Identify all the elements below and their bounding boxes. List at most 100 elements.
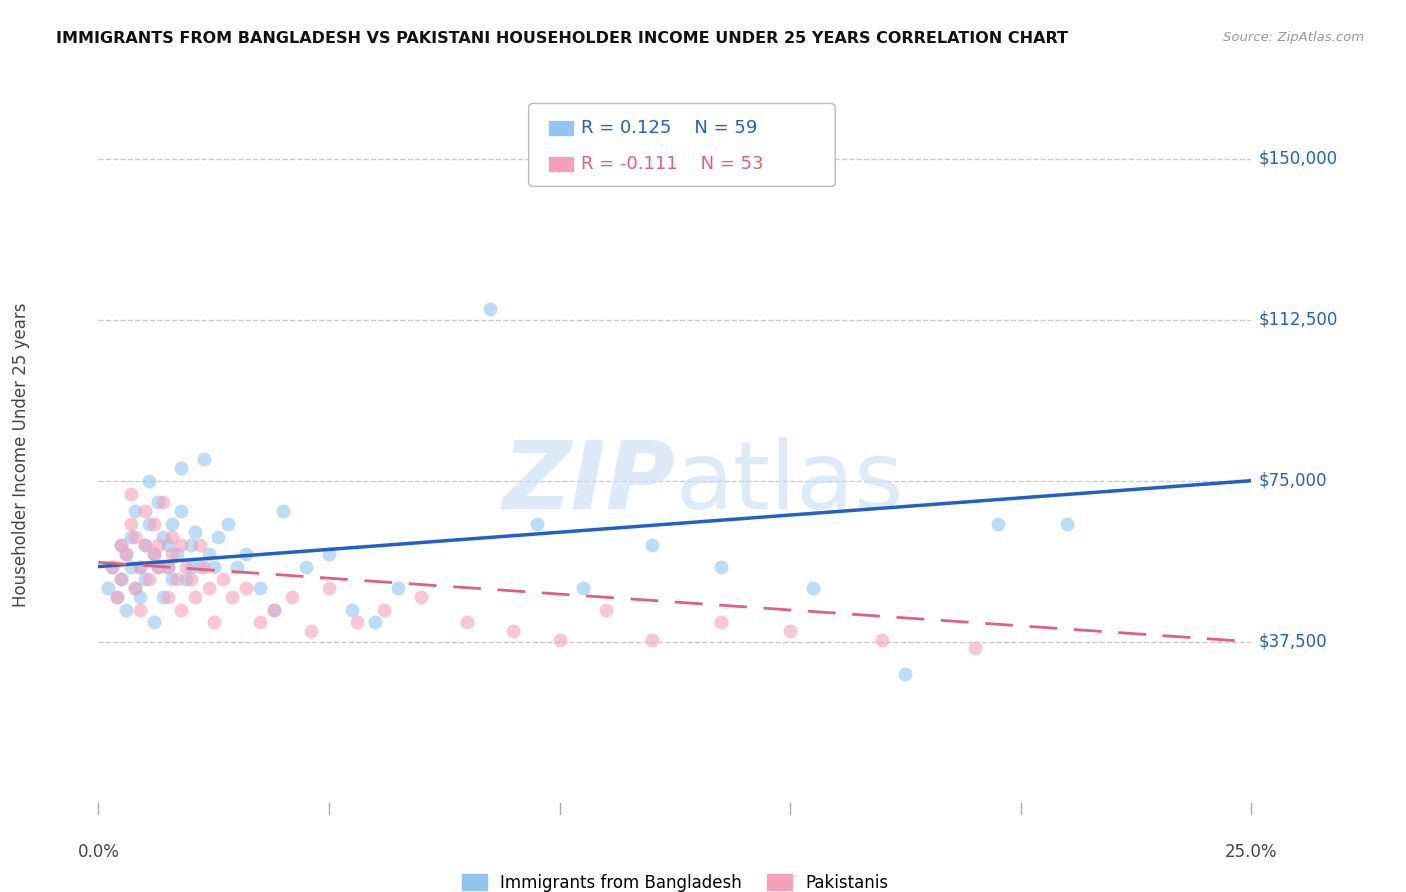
- Point: [166, 573, 188, 587]
- Point: [526, 516, 548, 531]
- Text: R = -0.111    N = 53: R = -0.111 N = 53: [581, 155, 763, 173]
- Point: [198, 581, 221, 595]
- Text: atlas: atlas: [675, 437, 903, 529]
- Point: [271, 504, 294, 518]
- Point: [134, 504, 156, 518]
- Point: [134, 538, 156, 552]
- Point: [193, 452, 215, 467]
- Point: [217, 516, 239, 531]
- Point: [641, 632, 664, 647]
- Point: [1056, 516, 1078, 531]
- Point: [142, 615, 165, 630]
- Point: [148, 538, 170, 552]
- Point: [188, 559, 211, 574]
- Point: [595, 602, 617, 616]
- Point: [963, 641, 986, 656]
- Point: [152, 529, 174, 543]
- Point: [124, 581, 146, 595]
- Point: [479, 301, 502, 316]
- Point: [641, 538, 664, 552]
- Point: [170, 538, 193, 552]
- Point: [142, 547, 165, 561]
- Point: [160, 529, 183, 543]
- Text: $75,000: $75,000: [1258, 472, 1327, 490]
- Point: [160, 573, 183, 587]
- Point: [129, 602, 152, 616]
- Point: [202, 615, 225, 630]
- Point: [779, 624, 801, 638]
- Point: [180, 559, 202, 574]
- Point: [115, 547, 138, 561]
- Point: [120, 529, 142, 543]
- Text: 0.0%: 0.0%: [77, 843, 120, 861]
- Point: [801, 581, 824, 595]
- Point: [710, 559, 733, 574]
- Point: [346, 615, 368, 630]
- Point: [571, 581, 593, 595]
- Point: [105, 590, 128, 604]
- Point: [249, 581, 271, 595]
- Point: [184, 525, 207, 540]
- Point: [156, 559, 179, 574]
- Point: [872, 632, 894, 647]
- Point: [129, 590, 152, 604]
- Point: [235, 547, 257, 561]
- Point: [548, 632, 571, 647]
- Point: [299, 624, 322, 638]
- Point: [105, 590, 128, 604]
- Point: [124, 504, 146, 518]
- Point: [221, 590, 243, 604]
- Point: [110, 538, 132, 552]
- Point: [184, 590, 207, 604]
- Point: [411, 590, 433, 604]
- Point: [101, 559, 124, 574]
- Point: [142, 516, 165, 531]
- Point: [281, 590, 304, 604]
- Point: [148, 559, 170, 574]
- Point: [120, 559, 142, 574]
- Point: [120, 516, 142, 531]
- Text: Source: ZipAtlas.com: Source: ZipAtlas.com: [1223, 31, 1364, 45]
- Text: Householder Income Under 25 years: Householder Income Under 25 years: [13, 302, 30, 607]
- Point: [180, 573, 202, 587]
- Point: [894, 667, 917, 681]
- Point: [502, 624, 524, 638]
- Point: [188, 538, 211, 552]
- Point: [207, 529, 229, 543]
- Point: [212, 573, 235, 587]
- Point: [156, 538, 179, 552]
- Point: [225, 559, 247, 574]
- Point: [174, 573, 197, 587]
- Point: [148, 495, 170, 509]
- Point: [115, 602, 138, 616]
- Point: [373, 602, 395, 616]
- Point: [134, 538, 156, 552]
- Text: $37,500: $37,500: [1258, 632, 1327, 651]
- Point: [202, 559, 225, 574]
- Point: [387, 581, 409, 595]
- Point: [249, 615, 271, 630]
- Point: [456, 615, 478, 630]
- Text: ZIP: ZIP: [502, 437, 675, 529]
- Point: [152, 590, 174, 604]
- Point: [129, 559, 152, 574]
- Point: [129, 559, 152, 574]
- Point: [142, 547, 165, 561]
- Point: [166, 547, 188, 561]
- Text: 25.0%: 25.0%: [1225, 843, 1278, 861]
- Point: [198, 547, 221, 561]
- Point: [110, 538, 132, 552]
- Point: [101, 559, 124, 574]
- Point: [710, 615, 733, 630]
- Point: [148, 559, 170, 574]
- Point: [110, 573, 132, 587]
- Point: [174, 559, 197, 574]
- Point: [120, 486, 142, 500]
- Legend: Immigrants from Bangladesh, Pakistanis: Immigrants from Bangladesh, Pakistanis: [456, 868, 894, 892]
- Point: [134, 573, 156, 587]
- Point: [160, 547, 183, 561]
- Point: [340, 602, 363, 616]
- Point: [295, 559, 318, 574]
- Point: [263, 602, 285, 616]
- Point: [364, 615, 387, 630]
